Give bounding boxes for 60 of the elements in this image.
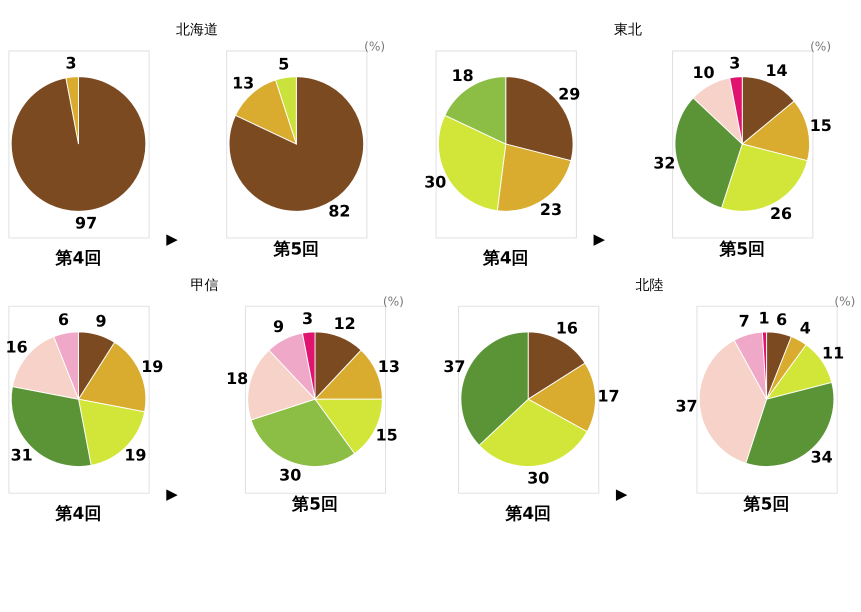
text: 第5回	[718, 238, 766, 258]
text: 第4回	[54, 248, 102, 268]
text: 東北	[614, 22, 642, 38]
data-label: 17	[598, 386, 620, 406]
data-label: 3	[729, 54, 740, 73]
data-label: 97	[75, 214, 98, 233]
text: 北陸	[635, 277, 664, 294]
data-label: 3	[65, 54, 76, 73]
data-label: 5	[278, 54, 290, 74]
data-label: 30	[424, 172, 446, 192]
text: 第5回	[291, 494, 338, 514]
data-label: 13	[378, 356, 400, 376]
text: ▶	[166, 230, 178, 248]
data-label: 1	[758, 308, 770, 328]
text: 第4回	[504, 502, 552, 523]
data-label: 19	[124, 446, 146, 465]
data-label: 4	[800, 318, 811, 338]
data-label: 31	[10, 446, 33, 465]
data-label: 9	[95, 312, 106, 331]
data-label: 30	[279, 465, 302, 484]
data-label: 16	[556, 318, 578, 338]
data-label: 3	[302, 308, 314, 328]
data-label: 34	[810, 447, 833, 466]
text: 北海道	[176, 22, 218, 38]
text: (%)	[834, 294, 856, 309]
data-label: 23	[540, 200, 562, 220]
data-label: 30	[527, 468, 550, 488]
text: (%)	[810, 40, 832, 54]
data-label: 13	[232, 73, 254, 92]
text: 第4回	[482, 248, 529, 268]
data-label: 19	[141, 356, 164, 376]
text: ▶	[593, 230, 606, 248]
data-label: 14	[765, 60, 788, 80]
data-label: 37	[675, 396, 698, 416]
data-label: 29	[558, 84, 580, 104]
data-label: 12	[334, 314, 356, 334]
pie-slice	[10, 76, 146, 212]
data-label: 37	[443, 356, 466, 376]
data-label: 7	[738, 312, 750, 331]
text: ▶	[166, 485, 178, 504]
text: 第5回	[742, 494, 790, 514]
data-label: 9	[273, 317, 284, 336]
data-label: 6	[776, 310, 788, 329]
data-label: 6	[58, 310, 69, 329]
data-label: 16	[6, 338, 28, 357]
data-label: 32	[653, 154, 676, 173]
text: 甲信	[190, 277, 219, 294]
text: (%)	[364, 40, 386, 54]
data-label: 82	[328, 202, 350, 221]
data-label: 18	[452, 66, 474, 85]
text: ▶	[616, 485, 628, 504]
data-label: 26	[770, 204, 792, 224]
data-label: 15	[376, 425, 398, 444]
text: 第5回	[272, 238, 320, 258]
text: (%)	[382, 294, 404, 309]
data-label: 18	[226, 368, 248, 388]
data-label: 15	[810, 116, 832, 136]
data-label: 10	[692, 63, 715, 82]
text: 第4回	[54, 502, 102, 523]
data-label: 11	[822, 344, 844, 363]
